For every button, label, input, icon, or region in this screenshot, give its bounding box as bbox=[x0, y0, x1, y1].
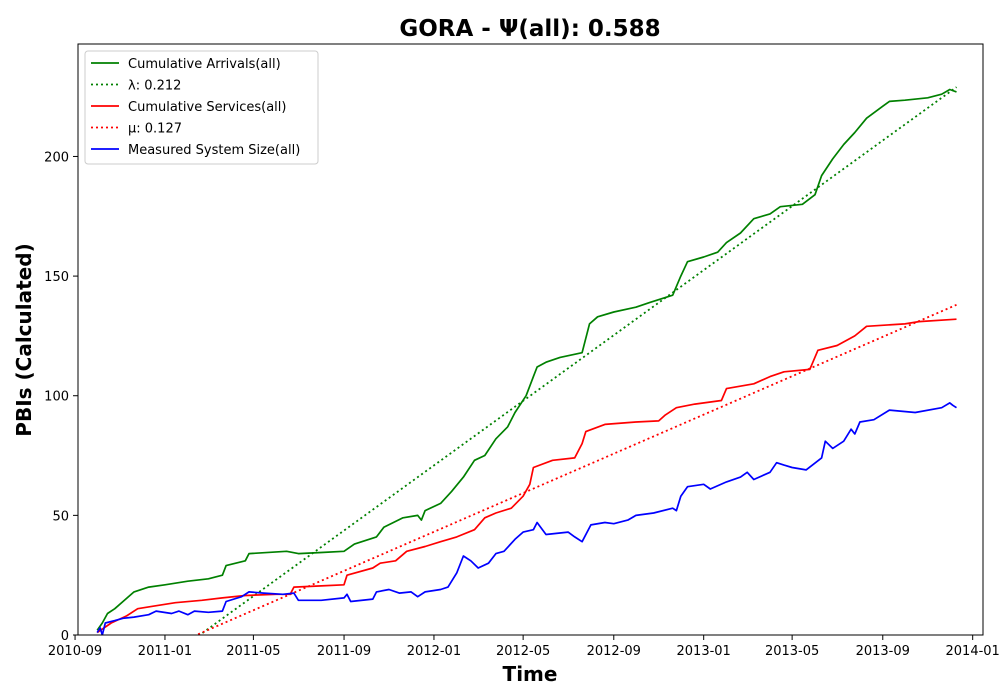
x-tick-label: 2014-01 bbox=[946, 644, 1000, 659]
series-line-4 bbox=[194, 303, 957, 635]
plot-area bbox=[77, 43, 984, 636]
series-layer bbox=[96, 86, 958, 635]
legend-label-1: Cumulative Arrivals(all) bbox=[128, 57, 281, 72]
x-axis-ticks: 2010-09 2011-01 2011-05 2011-09 2012-01 2012-… bbox=[48, 635, 1000, 659]
legend-box bbox=[84, 50, 319, 165]
legend-label-4: μ: 0.127 bbox=[128, 122, 182, 137]
x-tick-label: 2013-09 bbox=[856, 644, 910, 659]
legend-label-3: Cumulative Services(all) bbox=[128, 100, 286, 115]
y-tick-label: 50 bbox=[52, 509, 69, 524]
x-tick-label: 2012-09 bbox=[587, 644, 641, 659]
plot-frame bbox=[77, 43, 984, 636]
x-axis-title: Time bbox=[503, 662, 558, 686]
series-line-3 bbox=[96, 318, 957, 634]
y-tick-label: 0 bbox=[61, 629, 69, 644]
x-tick-label: 2013-01 bbox=[677, 644, 731, 659]
legend: Cumulative Arrivals(all) λ: 0.212 Cumulati… bbox=[84, 50, 319, 165]
x-tick-label: 2013-05 bbox=[765, 644, 819, 659]
y-axis-ticks: 0 50 100 150 200 bbox=[44, 150, 78, 644]
chart-title: GORA - Ψ(all): 0.588 bbox=[399, 16, 660, 42]
legend-label-2: λ: 0.212 bbox=[128, 79, 181, 94]
legend-label-5: Measured System Size(all) bbox=[128, 143, 300, 158]
series-line-2 bbox=[198, 86, 958, 635]
x-tick-label: 2012-05 bbox=[496, 644, 550, 659]
series-line-5 bbox=[96, 402, 957, 635]
x-tick-label: 2011-01 bbox=[138, 644, 192, 659]
x-tick-label: 2011-05 bbox=[226, 644, 280, 659]
x-tick-label: 2012-01 bbox=[407, 644, 461, 659]
y-tick-label: 200 bbox=[44, 150, 69, 165]
series-line-1 bbox=[96, 88, 957, 631]
y-tick-label: 100 bbox=[44, 390, 69, 405]
x-tick-label: 2010-09 bbox=[48, 644, 102, 659]
y-tick-label: 150 bbox=[44, 270, 69, 285]
x-tick-label: 2011-09 bbox=[317, 644, 371, 659]
legend-entries: Cumulative Arrivals(all) λ: 0.212 Cumulati… bbox=[91, 57, 300, 158]
y-axis-title: PBIs (Calculated) bbox=[12, 243, 36, 436]
